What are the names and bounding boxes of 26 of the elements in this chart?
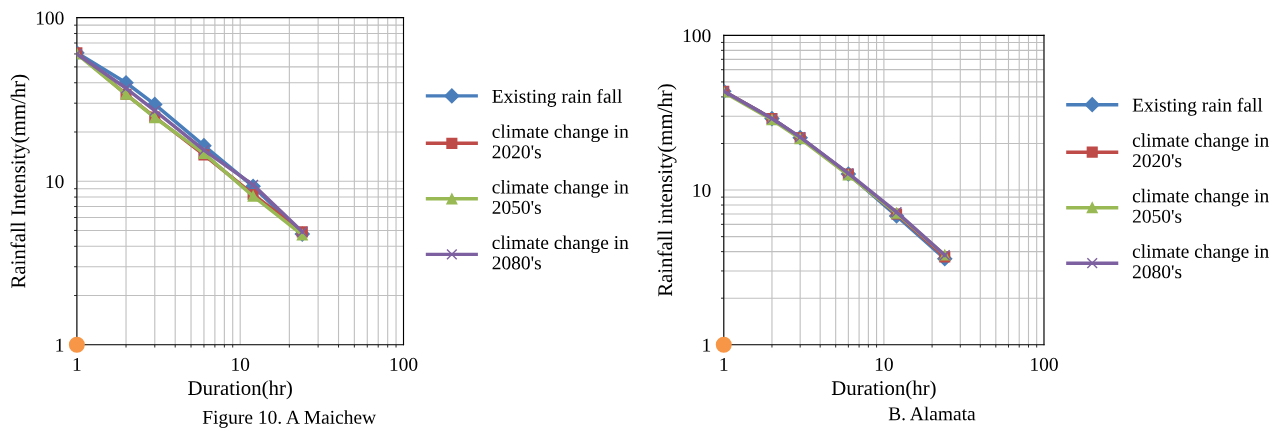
y-tick-label: 1 (703, 338, 711, 352)
legend-label: climate change in 2080's (1132, 244, 1269, 279)
y-tick-label: 10 (693, 183, 711, 197)
x-tick-label: 100 (1031, 357, 1058, 371)
y-tick-label: 1 (56, 338, 64, 352)
x-axis-title: Duration(hr) (188, 380, 292, 400)
x-axis-title: Duration(hr) (831, 380, 936, 400)
x-tick-label: 100 (390, 357, 418, 371)
y-axis-title: Rainfall intensity(mm/hr) (657, 84, 677, 297)
y-tick-label: 10 (46, 175, 64, 189)
y-tick-label: 100 (683, 29, 711, 43)
y-axis-title: Rainfall Intensity(mm/hr) (10, 74, 30, 288)
x-tick-label: 10 (875, 357, 893, 371)
legend-label: climate change in 2020's (1132, 133, 1269, 168)
y-tick-label: 100 (36, 11, 64, 25)
x-tick-label: 10 (232, 357, 250, 371)
legend-label: climate change in 2020's (492, 124, 629, 159)
text: Figure 10. A Maichew (202, 410, 377, 428)
legend-label: Existing rain fall (1132, 97, 1263, 116)
legend-label: climate change in 2080's (492, 235, 629, 270)
legend-label: climate change in 2050's (492, 179, 629, 214)
legend-label: climate change in 2050's (1132, 188, 1269, 223)
legend-label: Existing rain fall (492, 89, 623, 107)
text: B. Alamata (888, 406, 976, 421)
x-tick-label: 1 (720, 357, 728, 371)
x-tick-label: 1 (73, 357, 81, 371)
